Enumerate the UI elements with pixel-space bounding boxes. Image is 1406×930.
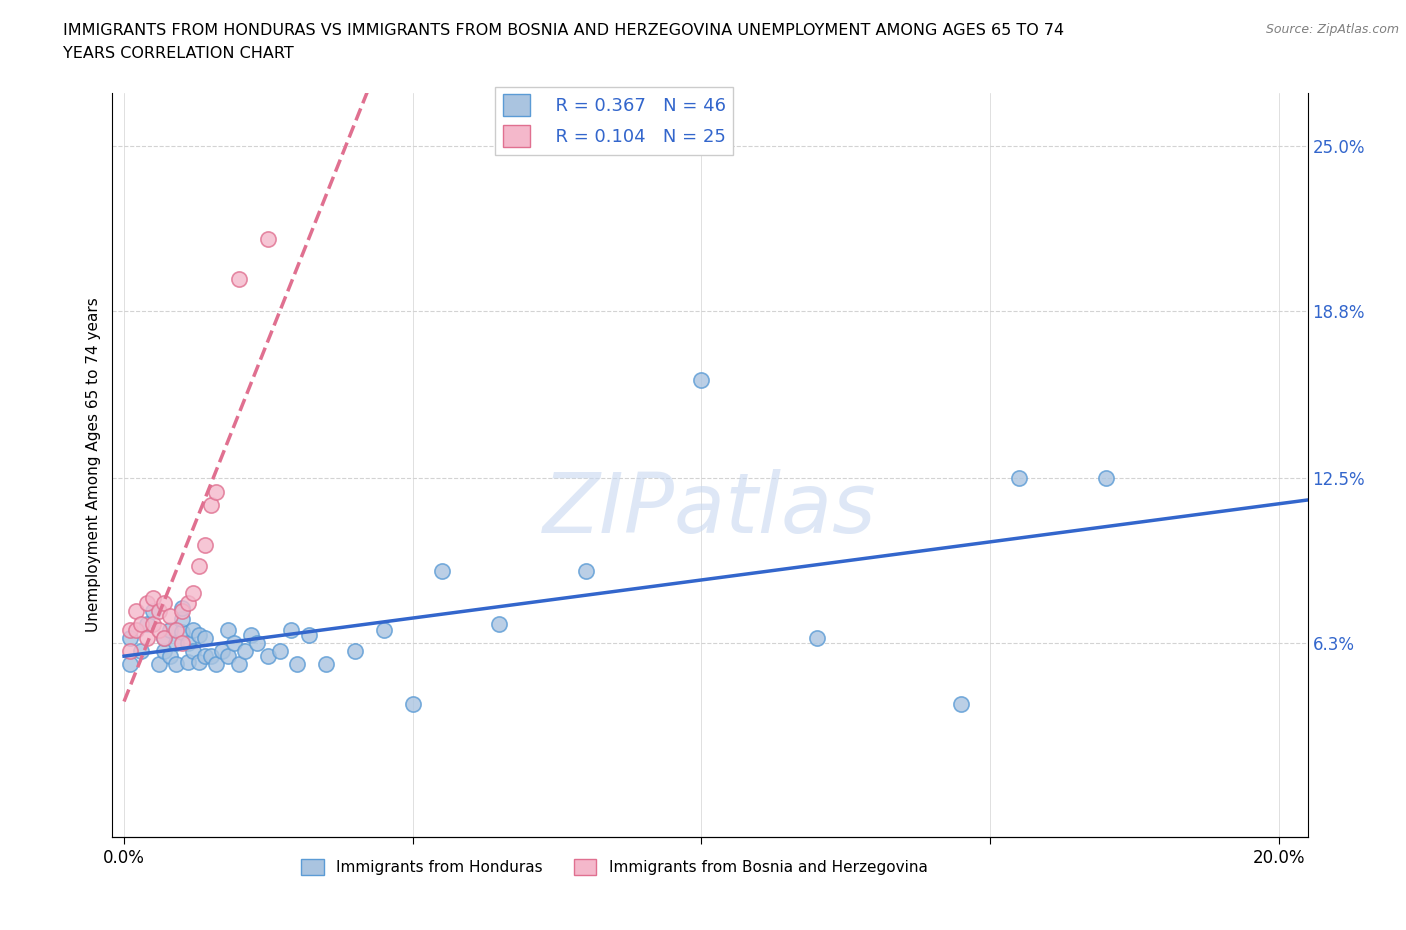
Point	[153, 631, 176, 645]
Point	[257, 232, 280, 246]
Point	[373, 622, 395, 637]
Point	[285, 657, 308, 671]
Text: Source: ZipAtlas.com: Source: ZipAtlas.com	[1265, 23, 1399, 36]
Point	[228, 657, 250, 671]
Point	[165, 657, 187, 671]
Point	[194, 538, 217, 552]
Point	[280, 622, 302, 637]
Point	[170, 625, 193, 640]
Point	[188, 559, 211, 574]
Point	[950, 697, 973, 711]
Point	[181, 644, 204, 658]
Point	[233, 644, 256, 658]
Point	[217, 622, 239, 637]
Text: YEARS CORRELATION CHART: YEARS CORRELATION CHART	[63, 46, 294, 61]
Point	[124, 622, 146, 637]
Point	[222, 635, 245, 650]
Point	[176, 635, 198, 650]
Point	[217, 649, 239, 664]
Point	[176, 654, 198, 669]
Point	[430, 564, 453, 578]
Text: ZIPatlas: ZIPatlas	[543, 469, 877, 551]
Point	[118, 657, 141, 671]
Point	[153, 596, 176, 611]
Point	[211, 644, 233, 658]
Point	[402, 697, 425, 711]
Point	[343, 644, 366, 658]
Point	[165, 622, 187, 637]
Point	[575, 564, 598, 578]
Point	[159, 609, 181, 624]
Point	[257, 649, 280, 664]
Point	[170, 635, 193, 650]
Point	[181, 585, 204, 600]
Point	[170, 604, 193, 618]
Point	[806, 631, 828, 645]
Point	[153, 631, 176, 645]
Point	[118, 644, 141, 658]
Point	[200, 498, 222, 512]
Point	[142, 591, 165, 605]
Point	[124, 604, 146, 618]
Text: IMMIGRANTS FROM HONDURAS VS IMMIGRANTS FROM BOSNIA AND HERZEGOVINA UNEMPLOYMENT : IMMIGRANTS FROM HONDURAS VS IMMIGRANTS F…	[63, 23, 1064, 38]
Point	[131, 644, 153, 658]
Point	[136, 631, 159, 645]
Point	[142, 617, 165, 631]
Point	[194, 631, 217, 645]
Point	[188, 654, 211, 669]
Point	[488, 617, 510, 631]
Point	[690, 373, 713, 388]
Point	[170, 612, 193, 627]
Point	[153, 644, 176, 658]
Point	[170, 601, 193, 616]
Point	[176, 596, 198, 611]
Point	[205, 485, 228, 499]
Point	[159, 622, 181, 637]
Point	[194, 649, 217, 664]
Point	[136, 617, 159, 631]
Point	[148, 657, 170, 671]
Point	[315, 657, 337, 671]
Point	[269, 644, 291, 658]
Point	[228, 272, 250, 286]
Point	[159, 649, 181, 664]
Y-axis label: Unemployment Among Ages 65 to 74 years: Unemployment Among Ages 65 to 74 years	[86, 298, 101, 632]
Point	[200, 649, 222, 664]
Point	[205, 657, 228, 671]
Point	[246, 635, 269, 650]
Point	[188, 628, 211, 643]
Point	[240, 628, 263, 643]
Point	[118, 622, 141, 637]
Point	[142, 604, 165, 618]
Point	[298, 628, 321, 643]
Point	[181, 622, 204, 637]
Point	[148, 622, 170, 637]
Point	[165, 635, 187, 650]
Point	[136, 596, 159, 611]
Point	[148, 604, 170, 618]
Point	[1008, 471, 1031, 485]
Point	[1094, 471, 1116, 485]
Point	[131, 617, 153, 631]
Point	[118, 631, 141, 645]
Legend: Immigrants from Honduras, Immigrants from Bosnia and Herzegovina: Immigrants from Honduras, Immigrants fro…	[295, 853, 934, 882]
